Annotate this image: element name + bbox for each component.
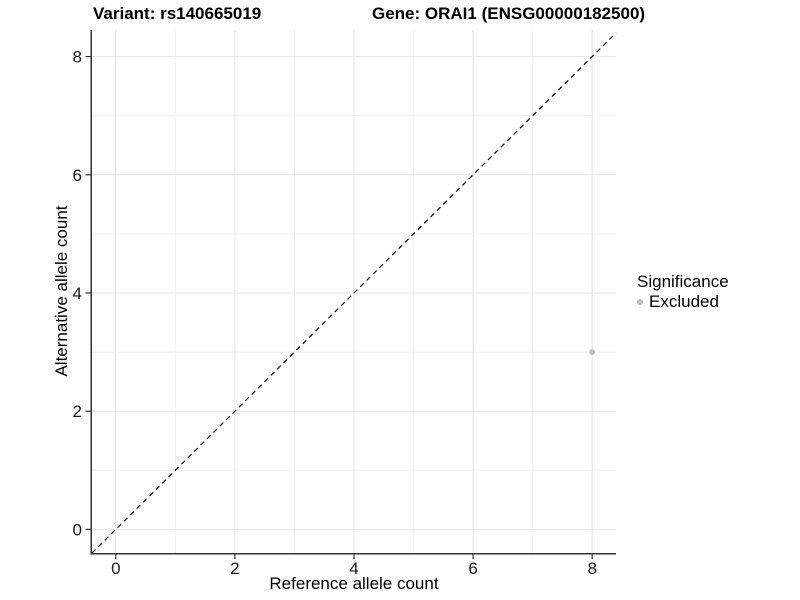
x-tick-label: 0 xyxy=(111,559,120,578)
gene-title: Gene: ORAI1 (ENSG00000182500) xyxy=(372,4,646,23)
variant-title: Variant: rs140665019 xyxy=(93,4,262,23)
x-tick-label: 4 xyxy=(349,559,358,578)
x-tick-label: 6 xyxy=(468,559,477,578)
x-tick-label: 2 xyxy=(230,559,239,578)
legend: Significance Excluded xyxy=(637,272,729,310)
x-tick-label: 8 xyxy=(587,559,596,578)
data-point xyxy=(589,349,595,355)
y-tick-label: 8 xyxy=(73,48,82,67)
y-tick-label: 4 xyxy=(73,284,82,303)
y-tick-label: 2 xyxy=(73,402,82,421)
y-tick-label: 6 xyxy=(73,166,82,185)
legend-item-label: Excluded xyxy=(649,292,719,311)
legend-title: Significance xyxy=(637,272,729,291)
x-axis-title: Reference allele count xyxy=(269,574,439,593)
y-tick-label: 0 xyxy=(73,520,82,539)
identity-reference-line xyxy=(91,32,617,554)
legend-item-excluded: Excluded xyxy=(637,293,729,310)
legend-point-icon xyxy=(637,298,643,305)
